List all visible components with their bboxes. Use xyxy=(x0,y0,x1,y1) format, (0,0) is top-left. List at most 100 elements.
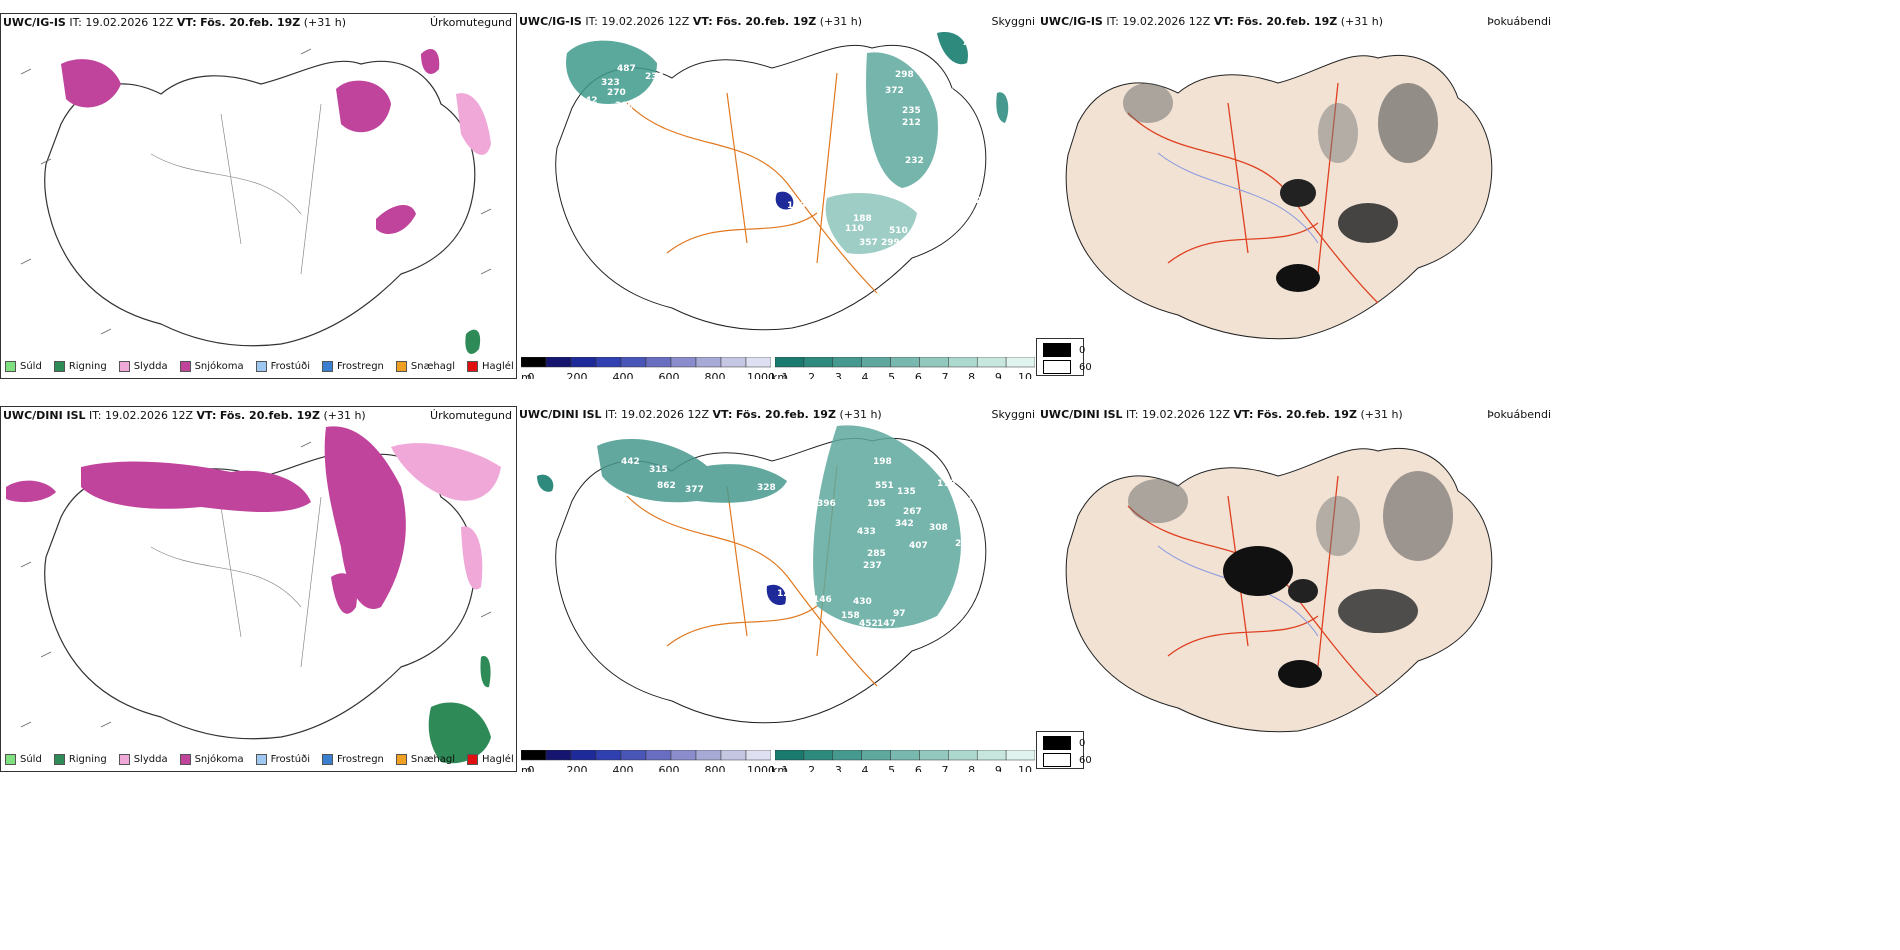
legend-item-sleet: Slydda xyxy=(118,361,168,372)
cloud-base-label: 270 xyxy=(607,88,626,98)
height-colorbar: m 0 200 400 600 800 1000 xyxy=(520,356,775,379)
cloud-base-label: 206 xyxy=(615,101,634,111)
cloud-base-label: 308 xyxy=(929,523,948,533)
legend-item-hail: Haglél xyxy=(467,361,514,372)
cloud-base-label: 487 xyxy=(617,64,636,74)
legend-item-drizzle: Súld xyxy=(5,754,42,765)
low-visibility-area xyxy=(825,193,917,254)
cloud-base-label: 409 xyxy=(1007,86,1026,96)
wind-barbs xyxy=(20,441,492,728)
colorbar-segment xyxy=(545,749,572,761)
cloud-base-label: 120 xyxy=(777,589,796,599)
snow-area xyxy=(6,480,56,503)
fog-shading xyxy=(1123,83,1438,292)
colorbar-segment xyxy=(620,356,647,368)
panel-title: UWC/IG-IS IT: 19.02.2026 12Z VT: Fös. 20… xyxy=(1040,15,1384,28)
snow-area xyxy=(324,426,406,609)
cloud-base-label: 82 xyxy=(969,196,982,206)
colorbar-tick: 400 xyxy=(612,371,634,379)
colorbar-tick: 1000 xyxy=(747,764,775,772)
colorbar-tick: 8 xyxy=(968,764,976,772)
legend-item-freezing-drizzle: Frostúði xyxy=(255,754,310,765)
colorbar-segment xyxy=(976,749,1007,761)
colorbar-tick: 5 xyxy=(888,371,896,379)
colorbar-tick: 1 xyxy=(781,764,789,772)
cloud-base-label: 198 xyxy=(873,457,892,467)
panel-field-name: Úrkomutegund xyxy=(430,16,512,29)
cloud-base-label: 357 xyxy=(859,238,878,248)
snow-area xyxy=(421,49,440,74)
legend-item-rain: Rigning xyxy=(53,361,107,372)
legend-item-rain: Rigning xyxy=(53,754,107,765)
cloud-base-label: 452 xyxy=(859,619,878,629)
colorbar-segment xyxy=(620,749,647,761)
cloud-base-label: 278 xyxy=(961,493,980,503)
colorbar-segment xyxy=(720,749,747,761)
cloud-base-label: 235 xyxy=(902,106,921,116)
height-unit: m xyxy=(521,371,532,379)
cloud-base-label: 357 xyxy=(779,499,798,509)
panel-title: UWC/DINI ISL IT: 19.02.2026 12Z VT: Fös.… xyxy=(1040,408,1403,421)
colorbar-segment xyxy=(570,356,597,368)
sleet-area xyxy=(461,526,483,590)
cloud-base-label: 30 xyxy=(837,96,850,106)
cloud-base-label: 551 xyxy=(875,481,894,491)
cloud-base-label: 299 xyxy=(881,238,900,248)
colorbar-segment xyxy=(803,356,834,368)
low-visibility-area xyxy=(597,438,787,503)
cloud-base-label: 315 xyxy=(649,465,668,475)
colorbar-segment xyxy=(520,749,547,761)
precip-type-panel-row2: UWC/DINI ISL IT: 19.02.2026 12Z VT: Fös.… xyxy=(0,406,517,772)
colorbar-tick: 3 xyxy=(834,371,842,379)
cloud-base-label: 129 xyxy=(921,222,940,232)
legend-item-freezing-drizzle: Frostúði xyxy=(255,361,310,372)
rain-area xyxy=(480,656,491,688)
colorbar-tick: 6 xyxy=(914,764,922,772)
height-colorbar: m 0 200 400 600 800 1000 xyxy=(520,749,775,772)
colorbar-tick: 8 xyxy=(968,371,976,379)
low-visibility-area xyxy=(566,40,657,104)
cloud-base-label: 267 xyxy=(903,507,922,517)
colorbar-tick: 9 xyxy=(994,764,1002,772)
cloud-base-label: 272 xyxy=(805,471,824,481)
colorbar-segment xyxy=(1005,749,1036,761)
cloud-base-label: 285 xyxy=(867,549,886,559)
colorbar-segment xyxy=(803,749,834,761)
fog-legend-row2: 0 60 xyxy=(1036,731,1092,769)
colorbar-tick: 5 xyxy=(888,764,896,772)
colorbar-tick: 3 xyxy=(834,764,842,772)
visibility-unit: km xyxy=(771,764,789,772)
colorbar-tick: 800 xyxy=(704,764,726,772)
low-visibility-area xyxy=(537,474,554,492)
cloud-base-label: 110 xyxy=(845,224,864,234)
visibility-panel-row2: UWC/DINI ISL IT: 19.02.2026 12Z VT: Fös.… xyxy=(517,406,1037,772)
snow-area xyxy=(81,461,311,512)
colorbar-segment xyxy=(695,356,722,368)
colorbar-tick: 2 xyxy=(808,371,816,379)
colorbar-segment xyxy=(774,749,805,761)
panel-field-name: Þokuábendi xyxy=(1487,408,1551,421)
legend-item-snow-pellets: Snæhagl xyxy=(395,754,455,765)
colorbar-segment xyxy=(595,356,622,368)
cloud-base-label: 142 xyxy=(787,151,806,161)
colorbar-tick: 600 xyxy=(658,764,680,772)
wind-barbs xyxy=(20,48,492,335)
cloud-base-label: 340 xyxy=(779,489,798,499)
colorbar-segment xyxy=(919,356,949,368)
colorbar-segment xyxy=(919,749,949,761)
rain-area xyxy=(465,329,481,354)
snow-area xyxy=(336,80,391,133)
cloud-base-label: 233 xyxy=(645,72,664,82)
legend-item-freezing-rain: Frostregn xyxy=(322,361,384,372)
cloud-base-label: 298 xyxy=(895,70,914,80)
precip-legend: Súld Rigning Slydda Snjókoma Frostúði Fr… xyxy=(5,361,514,372)
colorbar-segment xyxy=(774,356,805,368)
cloud-base-label: 372 xyxy=(885,86,904,96)
colorbar-segment xyxy=(948,749,978,761)
colorbar-tick: 7 xyxy=(941,371,949,379)
cloud-base-label: 195 xyxy=(867,499,886,509)
colorbar-tick: 6 xyxy=(914,371,922,379)
legend-item-snow: Snjókoma xyxy=(179,361,244,372)
colorbar-tick: 2 xyxy=(808,764,816,772)
